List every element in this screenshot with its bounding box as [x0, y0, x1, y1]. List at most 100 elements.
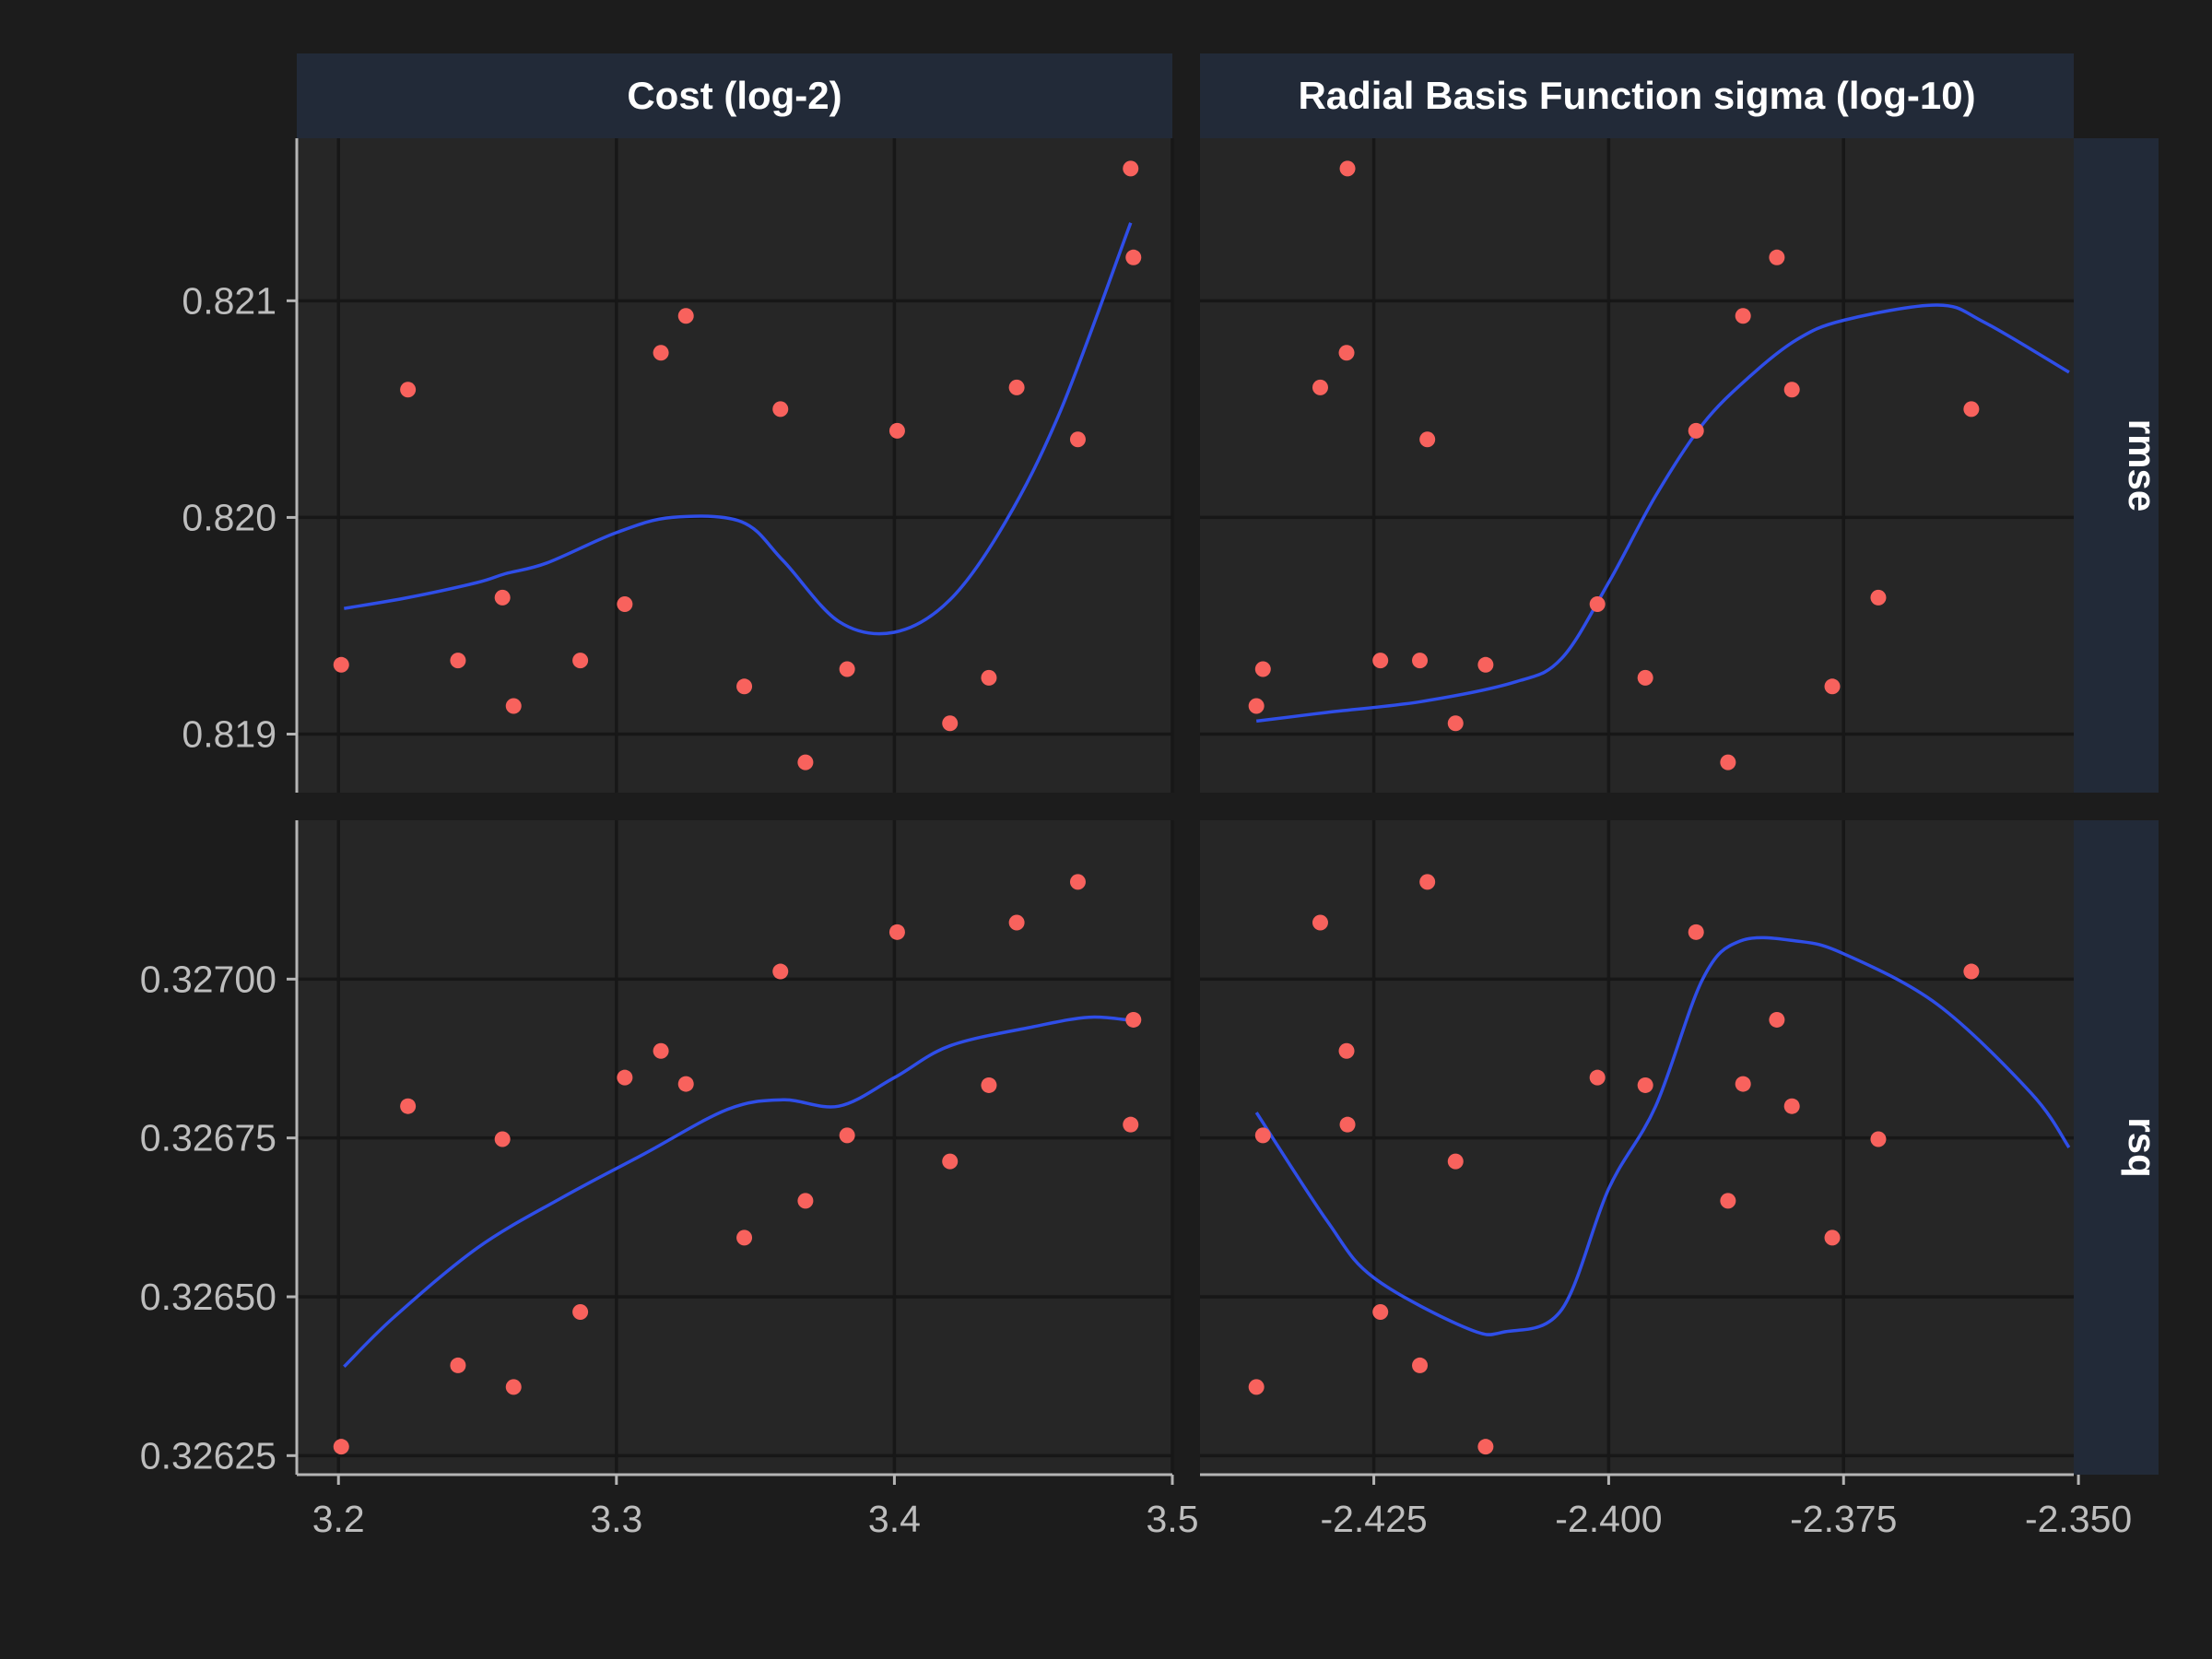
data-point [1248, 698, 1265, 714]
x-tick-label: -2.400 [1555, 1498, 1662, 1540]
data-point [1372, 1304, 1389, 1321]
data-point [1735, 1076, 1751, 1092]
data-point [981, 1077, 997, 1093]
data-point [1419, 431, 1436, 448]
smooth-line-cost_rmse [344, 222, 1133, 636]
data-point [839, 661, 855, 677]
data-point [1338, 345, 1355, 361]
strip-label-sigma: Radial Basis Function sigma (log-10) [1298, 74, 1975, 117]
facet-strips: Cost (log-2) Radial Basis Function sigma… [297, 53, 2164, 1475]
data-point [1637, 1077, 1653, 1093]
data-point [1688, 422, 1704, 439]
panel-sigma-rsq [1200, 820, 2074, 1475]
data-point [772, 401, 789, 418]
strip-label-rmse: rmse [2121, 419, 2164, 512]
data-point [1477, 1439, 1494, 1455]
data-point [400, 382, 417, 398]
y-tick-label: 0.819 [182, 713, 276, 756]
data-point [1123, 160, 1139, 177]
data-point [1824, 1230, 1841, 1246]
data-point [1447, 1153, 1464, 1170]
data-point [1589, 1069, 1606, 1086]
data-point [1589, 595, 1606, 612]
data-point [1123, 1116, 1139, 1133]
data-point [450, 1357, 466, 1373]
data-point [1339, 1116, 1356, 1133]
data-point [653, 345, 669, 361]
data-point [1254, 661, 1271, 677]
x-tick-label: -2.375 [1790, 1498, 1897, 1540]
panel-cost-rsq [297, 820, 1172, 1475]
data-point [617, 595, 633, 612]
x-tick-label: 3.5 [1147, 1498, 1199, 1540]
data-point [1419, 874, 1436, 890]
data-point [333, 1439, 349, 1455]
data-point [400, 1098, 417, 1114]
data-point [839, 1127, 855, 1144]
data-point [1824, 678, 1841, 695]
y-tick-label: 0.32675 [140, 1117, 276, 1159]
x-tick-label: -2.425 [1320, 1498, 1427, 1540]
y-tick-label: 0.32650 [140, 1276, 276, 1318]
data-point [1783, 1098, 1800, 1114]
data-point [1125, 249, 1142, 265]
x-tick-label: 3.2 [312, 1498, 365, 1540]
data-point [1688, 924, 1704, 940]
data-point [1339, 160, 1356, 177]
data-point [1312, 379, 1328, 395]
x-tick-label: -2.350 [2025, 1498, 2132, 1540]
data-point [1720, 1193, 1736, 1209]
data-point [1963, 401, 1980, 418]
data-point [1870, 1131, 1887, 1147]
data-point [617, 1069, 633, 1086]
data-point [1372, 653, 1389, 669]
data-point [1769, 1011, 1785, 1028]
data-point [677, 1076, 694, 1092]
strip-top-cost [297, 53, 1172, 138]
data-point [1447, 715, 1464, 732]
data-point [1735, 308, 1751, 324]
data-point [494, 1131, 511, 1147]
strip-right-rsq [2074, 820, 2159, 1475]
data-point [1412, 653, 1429, 669]
strip-label-cost: Cost (log-2) [627, 74, 841, 117]
data-point [736, 1230, 753, 1246]
panel-sigma-rmse [1200, 138, 2074, 793]
data-point [888, 422, 905, 439]
data-point [572, 1304, 589, 1321]
data-point [653, 1042, 669, 1059]
y-tick-label: 0.820 [182, 496, 276, 538]
data-point [1125, 1011, 1142, 1028]
data-point [1312, 914, 1328, 931]
data-point [797, 1193, 814, 1209]
data-point [505, 1379, 522, 1395]
data-point [942, 1153, 959, 1170]
data-point [772, 963, 789, 980]
data-point [1069, 874, 1086, 890]
data-point [1248, 1379, 1265, 1395]
smooth-lines [343, 222, 2071, 1369]
data-point [1412, 1357, 1429, 1373]
strip-right-rmse [2074, 138, 2159, 793]
data-point [1870, 589, 1887, 606]
x-tick-label: 3.3 [590, 1498, 642, 1540]
data-point [736, 678, 753, 695]
facet-panels [297, 138, 2074, 1475]
smooth-line-sigma_rsq [1254, 935, 2071, 1336]
axes: 0.819 0.820 0.821 0.32625 0.32650 0.32675 0.32… [140, 138, 2132, 1540]
data-point [1338, 1042, 1355, 1059]
data-point [505, 698, 522, 714]
data-point [797, 754, 814, 771]
data-point [677, 308, 694, 324]
smooth-line-sigma_rmse [1255, 303, 2070, 724]
data-point [1637, 669, 1653, 686]
data-point [1477, 656, 1494, 673]
data-point [1008, 379, 1025, 395]
data-point [1769, 249, 1785, 265]
data-point [1069, 431, 1086, 448]
data-points [333, 160, 1980, 1455]
data-point [1720, 754, 1736, 771]
data-point [1963, 963, 1980, 980]
data-point [1254, 1127, 1271, 1144]
